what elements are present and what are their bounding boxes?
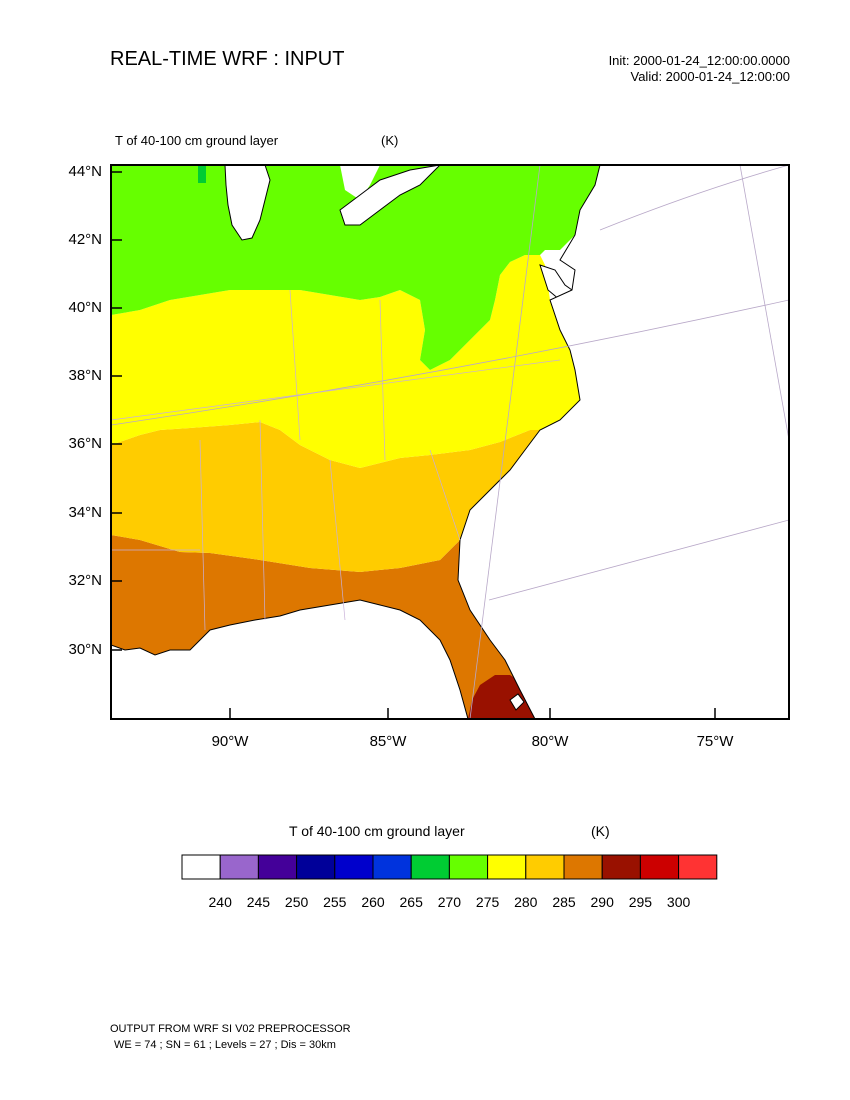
graticule [111, 165, 789, 719]
lat-label-42: 42°N [68, 231, 102, 248]
field-units: (K) [381, 133, 399, 148]
contour-band-290 [111, 535, 535, 719]
legend-swatch [181, 854, 221, 880]
lake-okeechobee [509, 693, 525, 711]
legend-label: 255 [323, 894, 347, 910]
legend-swatch [334, 854, 374, 880]
legend-swatch [639, 854, 680, 880]
legend-label: 250 [284, 894, 309, 910]
legend-swatch [257, 854, 298, 880]
lat-label-38: 38°N [68, 367, 102, 384]
page-title: REAL-TIME WRF : INPUT [110, 48, 345, 70]
legend-title: T of 40-100 cm ground layer [289, 823, 465, 839]
lon-label-75: 75°W [696, 733, 734, 750]
contour-band-285 [111, 422, 540, 572]
atlantic-ocean [457, 165, 789, 719]
map-frame [110, 164, 790, 720]
legend-swatch [487, 854, 527, 880]
contour-band-280 [111, 255, 580, 468]
legend-swatch [525, 854, 565, 880]
legend-label: 290 [590, 894, 614, 910]
legend-units: (K) [591, 823, 610, 839]
legend-swatch [601, 854, 641, 880]
footer-line-2: WE = 74 ; SN = 61 ; Levels = 27 ; Dis = … [114, 1039, 336, 1051]
lat-label-32: 32°N [68, 572, 102, 589]
gulf-of-mexico [111, 599, 469, 719]
lon-label-90: 90°W [211, 733, 249, 750]
lon-label-85: 85°W [369, 733, 407, 750]
legend-swatch [563, 854, 603, 880]
legend-label: 285 [552, 894, 576, 910]
legend-label: 270 [437, 894, 462, 910]
legend-label: 295 [628, 894, 653, 910]
legend-label: 275 [475, 894, 500, 910]
lat-label-36: 36°N [68, 435, 102, 452]
lon-ticks [229, 708, 716, 719]
lake-michigan [224, 165, 271, 241]
legend-label: 260 [361, 894, 385, 910]
lat-label-40: 40°N [68, 299, 102, 316]
legend-label: 280 [514, 894, 538, 910]
footer-line-1: OUTPUT FROM WRF SI V02 PREPROCESSOR [110, 1023, 351, 1035]
legend-swatch [372, 854, 412, 880]
legend-label: 265 [399, 894, 423, 910]
legend-swatch [448, 854, 489, 880]
init-time: Init: 2000-01-24_12:00:00.0000 [608, 53, 790, 68]
valid-time: Valid: 2000-01-24_12:00:00 [630, 69, 791, 84]
legend-swatch [296, 854, 336, 880]
lat-label-34: 34°N [68, 504, 102, 521]
lat-label-30: 30°N [68, 641, 102, 658]
field-title: T of 40-100 cm ground layer [115, 133, 279, 148]
contour-band-270 [198, 165, 206, 183]
lat-label-44: 44°N [68, 163, 102, 180]
state-boundaries [111, 289, 561, 631]
lat-ticks [111, 171, 122, 651]
legend-label: 240 [208, 894, 232, 910]
legend-label: 300 [666, 894, 691, 910]
lon-label-80: 80°W [531, 733, 569, 750]
legend-label: 245 [246, 894, 271, 910]
great-lakes [339, 165, 441, 226]
legend-swatch [219, 854, 259, 880]
legend-swatch [410, 854, 450, 880]
legend-swatch [678, 854, 718, 880]
